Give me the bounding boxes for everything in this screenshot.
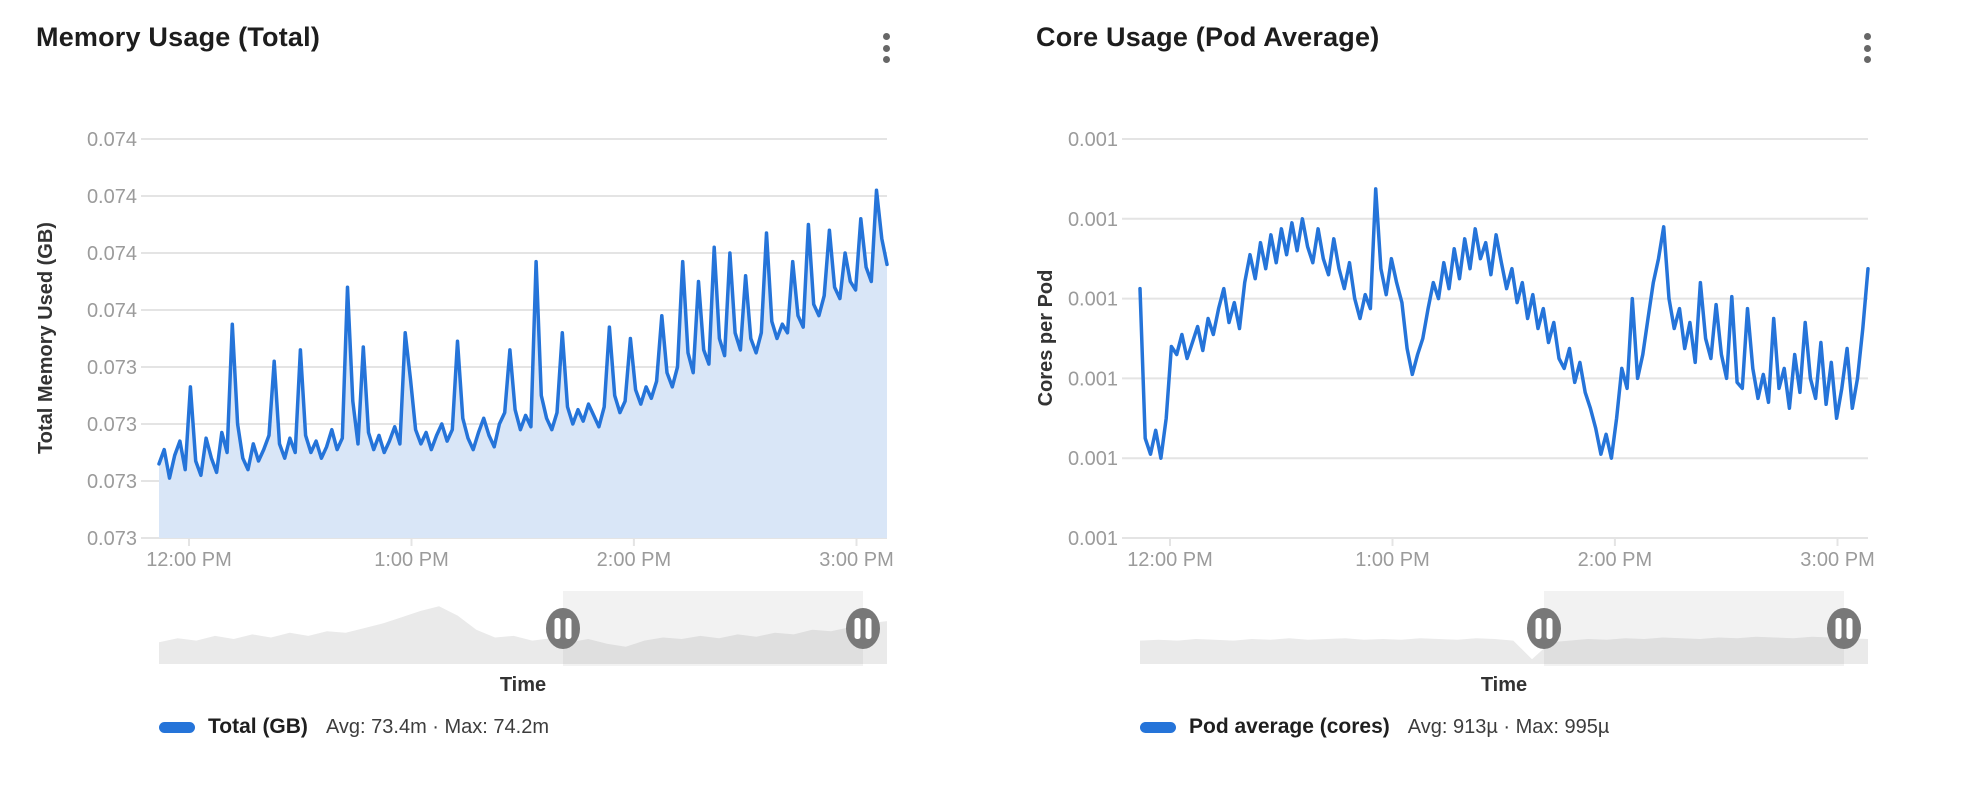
brush-handle-end[interactable] — [846, 608, 880, 649]
y-tick-label: 0.001 — [1068, 129, 1118, 151]
y-tick-label: 0.074 — [87, 129, 137, 151]
chart-menu-button[interactable] — [870, 24, 902, 72]
y-tick-label: 0.074 — [87, 300, 137, 322]
chart-menu-button[interactable] — [1851, 24, 1883, 72]
core-usage-plot: 0.001 0.001 0.001 0.001 0.001 0.001 12:00 PM 1:… — [1068, 129, 1875, 666]
y-tick-label: 0.073 — [87, 528, 137, 550]
memory-usage-plot: 0.074 0.074 0.074 0.074 0.073 0.073 0.073 0.073… — [87, 129, 894, 666]
y-tick-label: 0.073 — [87, 471, 137, 493]
x-tick-label: 2:00 PM — [597, 549, 671, 571]
series-line — [157, 188, 889, 480]
legend-swatch — [1140, 721, 1176, 733]
x-axis-title: Time — [499, 674, 547, 696]
chart-title: Memory Usage (Total) — [36, 22, 321, 52]
brush-selection[interactable] — [1544, 591, 1844, 666]
y-tick-label: 0.001 — [1068, 528, 1118, 550]
pause-bar-icon — [1846, 618, 1853, 639]
y-tick-label: 0.074 — [87, 186, 137, 208]
pause-bar-icon — [865, 618, 872, 639]
legend-label: Pod average (cores) — [1189, 715, 1390, 738]
legend: Total (GB) Avg: 73.4m · Max: 74.2m — [159, 712, 549, 742]
pause-bar-icon — [1535, 618, 1542, 639]
kebab-menu-icon — [870, 24, 902, 72]
pause-bar-icon — [1546, 618, 1553, 639]
y-tick-label: 0.001 — [1068, 368, 1118, 390]
y-tick-label: 0.001 — [1068, 448, 1118, 470]
legend: Pod average (cores) Avg: 913µ · Max: 995… — [1140, 712, 1609, 742]
y-tick-label: 0.001 — [1068, 209, 1118, 231]
y-tick-label: 0.001 — [1068, 289, 1118, 311]
brush-handle-start[interactable] — [1527, 608, 1561, 649]
legend-label: Total (GB) — [208, 715, 308, 738]
y-tick-label: 0.074 — [87, 243, 137, 265]
x-axis-title: Time — [1480, 674, 1528, 696]
series-area — [159, 190, 887, 539]
x-tick-label: 3:00 PM — [1800, 549, 1874, 571]
series-line — [1138, 187, 1870, 460]
x-tick-label: 1:00 PM — [374, 549, 448, 571]
x-tick-label: 1:00 PM — [1355, 549, 1429, 571]
x-tick-label: 3:00 PM — [819, 549, 893, 571]
y-tick-label: 0.073 — [87, 357, 137, 379]
legend-stats: Avg: 73.4m · Max: 74.2m — [325, 715, 549, 738]
brush-minimap[interactable] — [159, 606, 887, 664]
brush-minimap[interactable] — [1140, 636, 1868, 664]
brush-handle-start[interactable] — [546, 608, 580, 649]
y-tick-label: 0.073 — [87, 414, 137, 436]
legend-stats: Avg: 913µ · Max: 995µ — [1407, 715, 1610, 738]
pause-bar-icon — [854, 618, 861, 639]
kebab-menu-icon — [1851, 24, 1883, 72]
pause-bar-icon — [1835, 618, 1842, 639]
pause-bar-icon — [554, 618, 561, 639]
x-tick-label: 12:00 PM — [1127, 549, 1213, 571]
pause-bar-icon — [565, 618, 572, 639]
x-tick-label: 12:00 PM — [146, 549, 232, 571]
brush-selection[interactable] — [563, 591, 863, 666]
legend-swatch — [159, 721, 195, 733]
brush-handle-end[interactable] — [1827, 608, 1861, 649]
core-usage-card: Core Usage (Pod Average) Cores per Pod 0… — [981, 0, 1962, 786]
x-tick-label: 2:00 PM — [1578, 549, 1652, 571]
memory-usage-card: Memory Usage (Total) Total Memory Used (… — [35, 22, 902, 742]
chart-title: Core Usage (Pod Average) — [1036, 22, 1380, 52]
